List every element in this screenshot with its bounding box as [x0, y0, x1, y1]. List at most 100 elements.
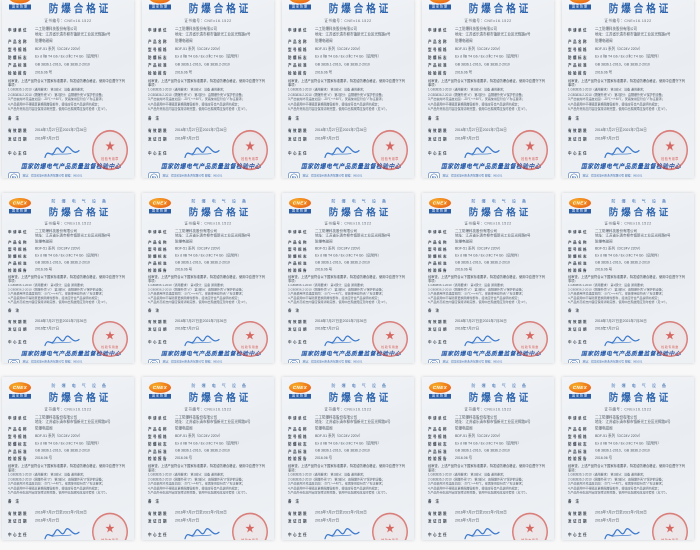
- certificate-supertitle: 防 爆 电 气 设 备: [191, 199, 249, 204]
- signature-icon: [324, 335, 360, 346]
- field-row-standard: 产品标准 GB 3836.1-2010、GB 3836.2-2010: [288, 63, 408, 69]
- field-label: 产品名称: [288, 40, 308, 45]
- cnex-oval-icon: CNEX: [289, 198, 311, 208]
- remark-label: 备 注: [428, 308, 441, 313]
- field-label: 产品名称: [288, 427, 308, 432]
- field-list: 申请单位 二工防爆科技股份有限公司 地址：江苏省乐清市柳市镇新光工业区光辉路8号 …: [148, 27, 268, 76]
- validity-row: 有效期限 2016年7月27日至2021年7月26日: [288, 511, 408, 516]
- certificate-tile[interactable]: CNEX 国家防爆 防 爆 电 气 设 备 防爆合格证 证书编号：CNEx16.…: [2, 377, 134, 540]
- field-label: 产品名称: [568, 40, 588, 45]
- field-label: 产品标准: [148, 450, 168, 454]
- notice-item: 1.GB3836.1-2010（通用要求） 第1部分：设备 通用要求；: [8, 473, 87, 477]
- certificate-tile[interactable]: CNEX 国家防爆 防 爆 电 气 设 备 防爆合格证 证书编号：CNEx16.…: [2, 0, 134, 178]
- certificate-number: 证书编号：CNEx16.1522: [44, 222, 92, 226]
- center-name: 国家防爆电气产品质量监督检验中心: [581, 163, 681, 170]
- field-value: 防爆电磁阀: [595, 39, 613, 44]
- certificate-tile[interactable]: CNEX 国家防爆 防 爆 电 气 设 备 防爆合格证 证书编号：CNEx16.…: [142, 377, 274, 540]
- field-label: 防爆标志: [288, 56, 308, 60]
- field-row-report: 检验报告 2016.06 号: [428, 457, 548, 462]
- field-label: 产品名称: [148, 241, 168, 245]
- seal-icon: ★ 检验专用章: [372, 321, 408, 357]
- field-value: Ex d ⅡB T4 Gb / Ex d ⅡC T4 Gb（见附件）: [455, 54, 521, 59]
- validity-value: 2016年7月27日至2021年7月26日: [595, 510, 647, 515]
- field-label: 型号规格: [8, 48, 28, 53]
- approver-row: 中心主任: [288, 335, 408, 348]
- applicant-name: 二工防爆科技股份有限公司: [35, 229, 77, 234]
- cnex-logo-icon: CNEX 国家防爆: [568, 198, 592, 214]
- signature-icon: [184, 335, 220, 346]
- validity-label: 有效期限: [568, 129, 588, 133]
- notice-item: 1.GB3836.1-2010（通用要求） 第1部分：设备 通用要求；: [8, 284, 87, 287]
- certificate-tile[interactable]: CNEX 国家防爆 防 爆 电 气 设 备 防爆合格证 证书编号：CNEx16.…: [422, 193, 554, 363]
- applicant-name: 二工防爆科技股份有限公司: [595, 27, 637, 32]
- ex-square-icon: Ex: [568, 172, 580, 178]
- field-value: GB 3836.1-2010、GB 3836.2-2010: [315, 449, 370, 453]
- certificate-tile[interactable]: CNEX 国家防爆 防 爆 电 气 设 备 防爆合格证 证书编号：CNEx16.…: [282, 193, 414, 363]
- applicant-address: 地址：江苏省乐清市柳市镇新光工业区光辉路8号: [595, 32, 671, 37]
- date-block: 有效期限 2016年7月27日至2021年7月26日 发证日期 2016年7月2…: [288, 128, 408, 142]
- field-label: 产品标准: [288, 450, 308, 454]
- certificate-tile[interactable]: CNEX 国家防爆 防 爆 电 气 设 备 防爆合格证 证书编号：CNEx16.…: [2, 193, 134, 363]
- notice-block: 经审查，上述产品符合以下国家标准要求，特发给防爆合格证，使用中应遵守下列事项： …: [288, 79, 408, 112]
- certificate-tile[interactable]: CNEX 国家防爆 防 爆 电 气 设 备 防爆合格证 证书编号：CNEx16.…: [142, 193, 274, 363]
- field-label: 型号规格: [8, 435, 28, 440]
- cnex-logo-caption: 国家防爆: [289, 393, 311, 399]
- field-value: 二工防爆科技股份有限公司 地址：江苏省乐清市柳市镇新光工业区光辉路8号: [455, 416, 548, 425]
- certificate-tile[interactable]: CNEX 国家防爆 防 爆 电 气 设 备 防爆合格证 证书编号：CNEx16.…: [562, 377, 694, 540]
- signature-icon: [44, 335, 80, 346]
- field-label: 检验报告: [288, 71, 308, 76]
- certificate-tile[interactable]: CNEX 国家防爆 防 爆 电 气 设 备 防爆合格证 证书编号：CNEx16.…: [282, 377, 414, 540]
- ex-square-icon: Ex: [428, 172, 440, 178]
- issue-date-label: 发证日期: [8, 519, 28, 524]
- field-value: 二工防爆科技股份有限公司 地址：江苏省乐清市柳市镇新光工业区光辉路8号: [175, 230, 268, 239]
- certificate-tile[interactable]: CNEX 国家防爆 防 爆 电 气 设 备 防爆合格证 证书编号：CNEx16.…: [422, 377, 554, 540]
- notice-item: 3.产品使用环境温度范围：-20℃～+40℃，安装使用应符合"√"标注要求；: [288, 482, 385, 486]
- field-value: 二工防爆科技股份有限公司 地址：江苏省乐清市柳市镇新光工业区光辉路8号: [175, 27, 268, 37]
- field-value: BDF-51 系列（DC24V 220V）: [35, 434, 83, 438]
- validity-value: 2016年7月27日至2021年7月26日: [455, 510, 507, 515]
- issue-date-row: 发证日期 2016年7月27日: [8, 136, 128, 142]
- certificate-tile[interactable]: CNEX 国家防爆 防 爆 电 气 设 备 防爆合格证 证书编号：CNEx16.…: [282, 0, 414, 178]
- approver-label: 中心主任: [568, 533, 588, 537]
- certificate-tile[interactable]: CNEX 国家防爆 防 爆 电 气 设 备 防爆合格证 证书编号：CNEx16.…: [562, 193, 694, 363]
- field-row-standard: 产品标准 GB 3836.1-2010、GB 3836.2-2010: [568, 261, 688, 266]
- seal-text: 检验专用章: [661, 346, 679, 349]
- notice-item: 2.GB3836.2-2010（隔爆外壳"d"） 第2部分：由隔爆外壳"d"保护…: [288, 93, 385, 97]
- field-label: 申请单位: [148, 230, 168, 235]
- field-value: BDF-51 系列（DC24V 220V）: [35, 247, 83, 251]
- notice-item: 5.产品外壳标志内容应保持清晰完整，使用中出现故障应及时检修（见"d"）。: [148, 107, 249, 111]
- notice-block: 经审查，上述产品符合以下国家标准要求，特发给防爆合格证，使用中应遵守下列事项： …: [428, 464, 548, 495]
- certificate-supertitle: 防 爆 电 气 设 备: [611, 383, 669, 389]
- signature-icon: [44, 145, 80, 158]
- field-row-applicant: 申请单位 二工防爆科技股份有限公司 地址：江苏省乐清市柳市镇新光工业区光辉路8号: [568, 230, 688, 239]
- remark-label: 备 注: [8, 308, 21, 313]
- cnex-logo-caption: 国家防爆: [429, 393, 451, 399]
- field-label: 产品名称: [288, 241, 308, 245]
- field-value: GB 3836.1-2010、GB 3836.2-2010: [175, 62, 230, 67]
- field-row-model: 型号规格 BDF-51 系列（DC24V 220V）: [428, 47, 548, 53]
- field-label: 产品名称: [428, 427, 448, 432]
- cnex-oval-icon: CNEX: [569, 198, 591, 208]
- certificate-tile[interactable]: CNEX 国家防爆 防 爆 电 气 设 备 防爆合格证 证书编号：CNEx16.…: [422, 0, 554, 178]
- field-label: 产品标准: [8, 262, 28, 266]
- field-value: Ex d ⅡB T4 Gb / Ex d ⅡC T4 Gb（见附件）: [175, 254, 241, 258]
- notice-intro: 经审查，上述产品符合以下国家标准要求，特发给防爆合格证，使用中应遵守下列事项：: [8, 275, 125, 284]
- notice-intro: 经审查，上述产品符合以下国家标准要求，特发给防爆合格证，使用中应遵守下列事项：: [288, 78, 405, 88]
- remark-row: 备 注: [148, 499, 268, 504]
- notice-intro: 经审查，上述产品符合以下国家标准要求，特发给防爆合格证，使用中应遵守下列事项：: [8, 464, 125, 473]
- certificate-tile[interactable]: CNEX 国家防爆 防 爆 电 气 设 备 防爆合格证 证书编号：CNEx16.…: [562, 0, 694, 178]
- date-block: 有效期限 2016年7月27日至2021年7月26日 发证日期 2016年7月2…: [568, 319, 688, 332]
- remark-row: 备 注: [288, 308, 408, 313]
- certificate-tile[interactable]: CNEX 国家防爆 防 爆 电 气 设 备 防爆合格证 证书编号：CNEx16.…: [142, 0, 274, 178]
- field-value: 防爆电磁阀: [315, 39, 333, 44]
- notice-item: 2.GB3836.2-2010（隔爆外壳"d"） 第2部分：由隔爆外壳"d"保护…: [568, 477, 665, 482]
- certificate-header: CNEX 国家防爆 防 爆 电 气 设 备 防爆合格证: [568, 0, 688, 15]
- validity-value: 2016年7月27日至2021年7月26日: [35, 319, 87, 323]
- approver-row: 中心主任: [288, 145, 408, 159]
- field-label: 产品标准: [428, 262, 448, 266]
- certificate-footer: Ex CNEX 地址：河北省沧州市永济东路50号 邮编：061001 电话：03…: [288, 358, 408, 363]
- field-label: 产品标准: [148, 262, 168, 266]
- field-value: GB 3836.1-2010、GB 3836.2-2010: [595, 449, 650, 453]
- field-label: 防爆标志: [428, 56, 448, 60]
- validity-value: 2016年7月27日至2021年7月26日: [315, 127, 367, 132]
